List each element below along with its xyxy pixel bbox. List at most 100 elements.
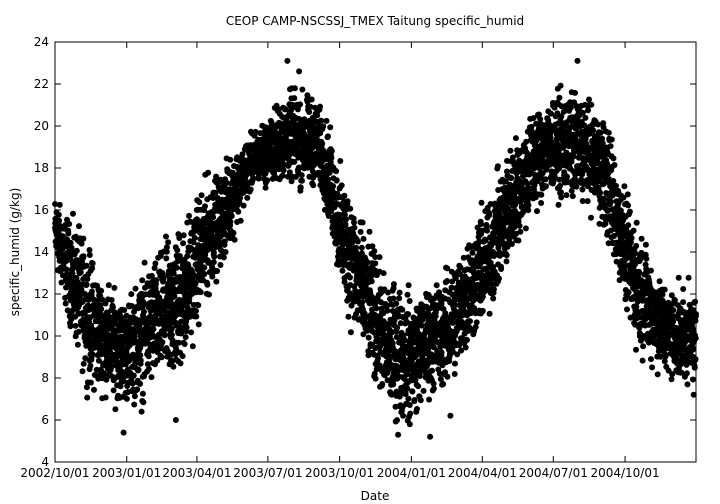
data-point [139,390,146,397]
data-point [502,219,509,226]
data-point [455,309,462,316]
data-point [145,353,152,360]
data-point [137,380,144,387]
data-point [201,264,208,271]
data-point [394,417,400,424]
data-point [84,394,91,401]
data-point [83,262,90,269]
data-point [460,254,467,261]
data-point [425,346,432,353]
data-point [400,412,407,419]
data-point [264,177,271,184]
data-point [372,254,379,260]
data-point [128,291,135,298]
data-point [335,261,342,268]
data-point [67,239,74,246]
data-point [186,212,192,219]
data-point [168,331,175,338]
data-point [210,195,217,201]
data-point [306,109,313,115]
data-point [405,395,412,402]
data-point [444,373,451,380]
data-point [624,306,630,313]
data-point [558,194,565,201]
data-point [384,307,391,314]
data-point [328,148,335,154]
data-point [56,217,63,224]
data-point [621,183,628,190]
data-point [611,162,618,168]
data-point [358,244,365,251]
data-point [472,324,479,330]
data-point [638,235,645,242]
data-point [402,391,409,398]
data-point [230,230,237,236]
data-point [165,268,172,275]
data-point [597,129,604,136]
data-point [372,375,379,382]
data-point [94,297,101,304]
data-point [452,360,458,367]
data-point [368,278,375,285]
data-point [136,324,143,331]
data-point [579,186,586,193]
data-point [433,282,440,289]
data-point [110,387,117,394]
data-point [490,286,497,293]
data-point [58,279,65,286]
data-point [557,82,564,89]
data-point [490,264,497,270]
data-point [588,214,594,221]
data-point [95,357,102,364]
data-point [347,205,354,212]
data-point [442,369,448,376]
data-point [584,198,591,205]
data-point [345,313,352,320]
data-point [112,406,119,413]
data-point [195,321,202,328]
data-point [360,235,367,242]
data-point [517,228,524,235]
data-point [154,289,161,296]
data-point [626,208,633,215]
data-point [191,234,198,241]
data-point [407,410,414,417]
data-point [633,346,639,353]
data-point [262,184,269,191]
data-point [397,320,404,327]
data-point [364,258,371,265]
data-point [255,175,262,182]
data-point [182,334,189,341]
data-point [87,379,94,386]
data-point [159,270,166,277]
data-point [351,224,358,231]
data-point [476,238,483,245]
data-point [162,331,168,338]
data-point [325,133,331,140]
data-point [508,175,515,182]
data-point [632,250,639,257]
data-point [268,119,275,126]
data-point [444,278,451,284]
data-point [359,299,366,306]
data-point [285,173,291,180]
data-point [220,254,227,261]
data-point [639,357,646,364]
data-point [131,308,137,315]
data-point [121,307,128,313]
data-point [406,402,413,408]
data-point [327,124,334,131]
data-point [105,282,112,289]
data-point [140,308,147,315]
data-point [148,272,155,279]
data-point [91,386,97,393]
data-point [597,189,603,196]
data-point [380,270,387,277]
data-point [176,235,183,241]
data-point [590,127,597,134]
data-point [210,259,217,266]
data-point [412,377,419,384]
data-point [564,173,570,180]
data-point [141,259,148,266]
